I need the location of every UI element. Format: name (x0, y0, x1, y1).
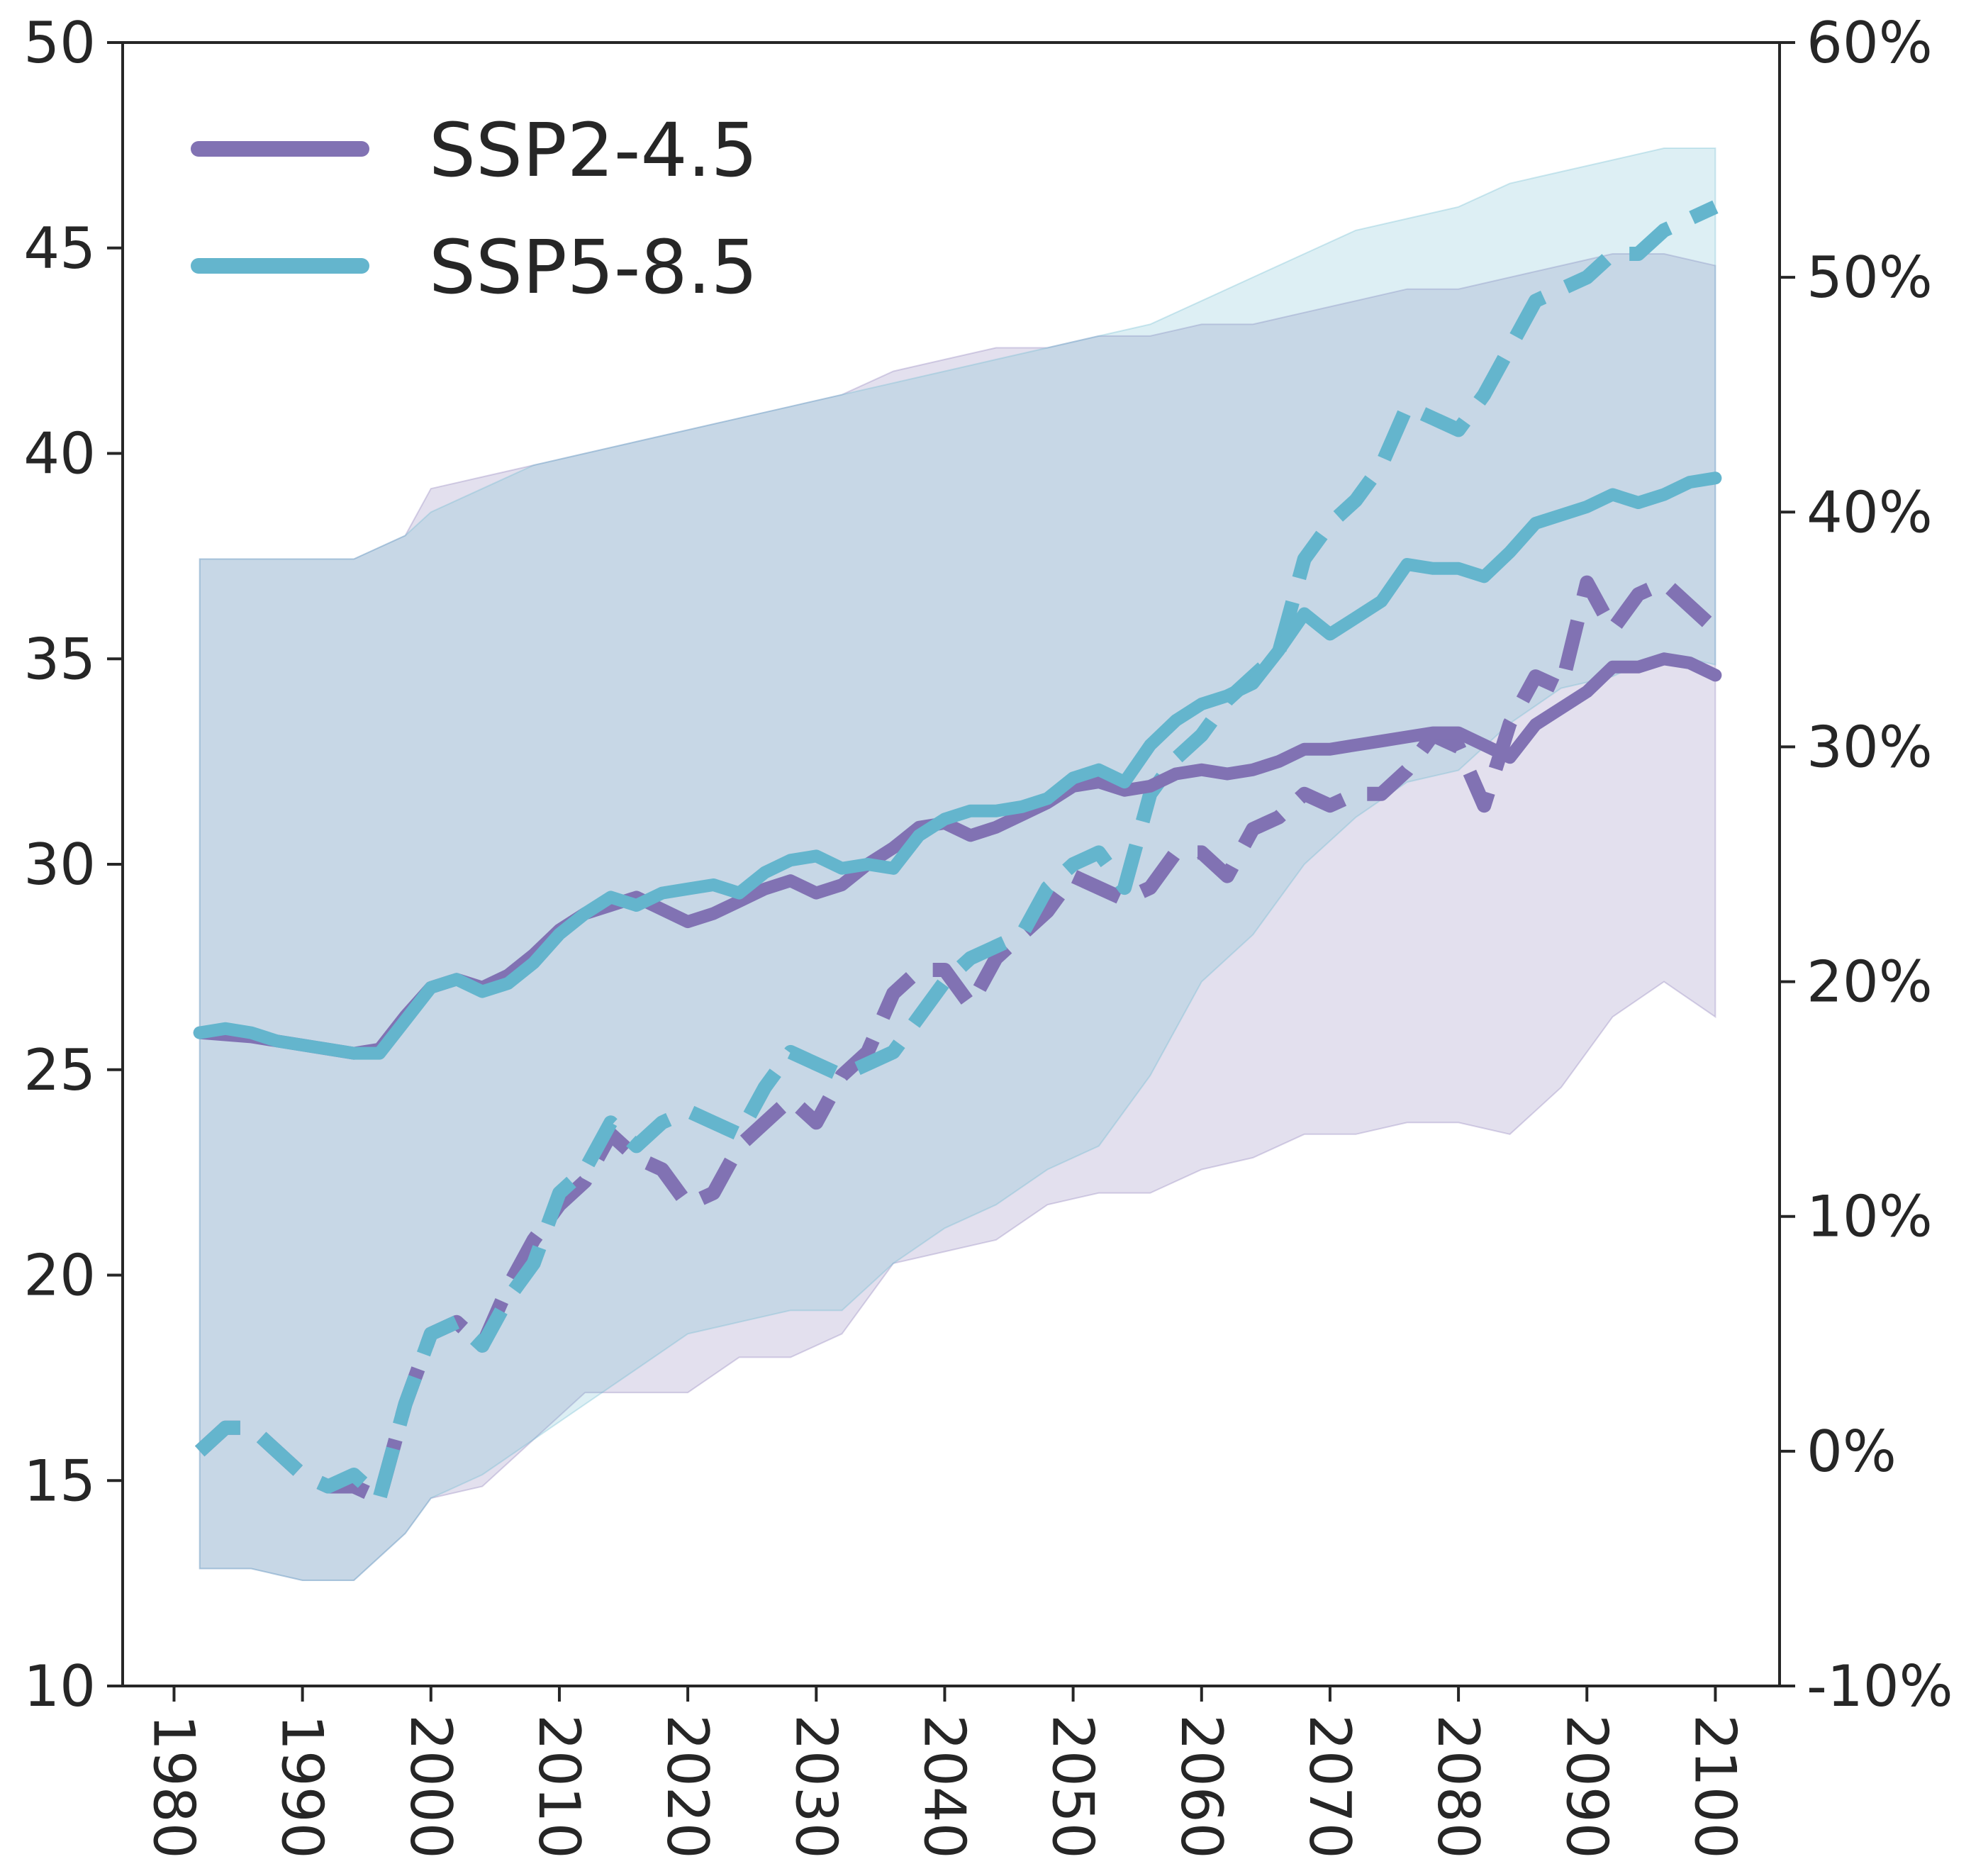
right-y-tick-label: 40% (1807, 479, 1933, 545)
left-y-tick-label: 30 (23, 832, 96, 898)
band-series-2 (199, 147, 1716, 1581)
solid-line-series-2 (193, 471, 1722, 1060)
uncertainty-bands (199, 147, 1716, 1581)
x-tick-label: 2010 (526, 1714, 592, 1859)
legend: SSP2-4.5 SSP5-8.5 (191, 107, 758, 311)
left-y-tick-label: 25 (23, 1037, 96, 1103)
x-tick-label: 2000 (398, 1714, 464, 1859)
x-tick-label: 2080 (1425, 1714, 1491, 1859)
left-y-tick-label: 20 (23, 1243, 96, 1309)
left-y-axis-ticks: 10 15 20 25 30 35 40 45 50 (23, 10, 123, 1719)
right-y-tick-label: -10% (1807, 1653, 1953, 1719)
right-y-axis-ticks: -10% 0% 10% 20% 30% 40% 50% 60% (1780, 10, 1953, 1719)
left-y-tick-label: 15 (23, 1448, 96, 1514)
right-y-tick-label: 30% (1807, 714, 1933, 780)
band-series-1 (199, 253, 1716, 1581)
x-tick-label: 1980 (140, 1714, 206, 1859)
x-tick-label: 1990 (269, 1714, 335, 1859)
x-tick-label: 2020 (654, 1714, 720, 1859)
left-y-tick-label: 40 (23, 421, 96, 487)
left-y-tick-label: 45 (23, 216, 96, 281)
left-y-tick-label: 10 (23, 1653, 96, 1719)
solid-line-series-1 (193, 652, 1722, 1060)
x-tick-label: 2060 (1168, 1714, 1234, 1859)
legend-label-series-2: SSP5-8.5 (429, 224, 758, 311)
x-axis-ticks: 1980 1990 2000 2010 2020 2030 2040 2050 2060 2070… (140, 1686, 1748, 1859)
dashed-line-series-2 (194, 200, 1719, 1506)
left-y-tick-label: 35 (23, 626, 96, 692)
series-lines (193, 200, 1722, 1506)
right-y-tick-label: 10% (1807, 1184, 1933, 1250)
x-tick-label: 2090 (1553, 1714, 1619, 1859)
x-tick-label: 2070 (1297, 1714, 1363, 1859)
right-y-tick-label: 50% (1807, 245, 1933, 311)
right-y-tick-label: 20% (1807, 949, 1933, 1015)
right-y-tick-label: 60% (1807, 10, 1933, 76)
left-y-tick-label: 50 (23, 10, 96, 76)
legend-label-series-1: SSP2-4.5 (429, 107, 758, 194)
x-tick-label: 2040 (911, 1714, 977, 1859)
right-y-tick-label: 0% (1807, 1419, 1897, 1485)
x-tick-label: 2100 (1682, 1714, 1748, 1859)
x-tick-label: 2050 (1040, 1714, 1106, 1859)
x-tick-label: 2030 (783, 1714, 849, 1859)
